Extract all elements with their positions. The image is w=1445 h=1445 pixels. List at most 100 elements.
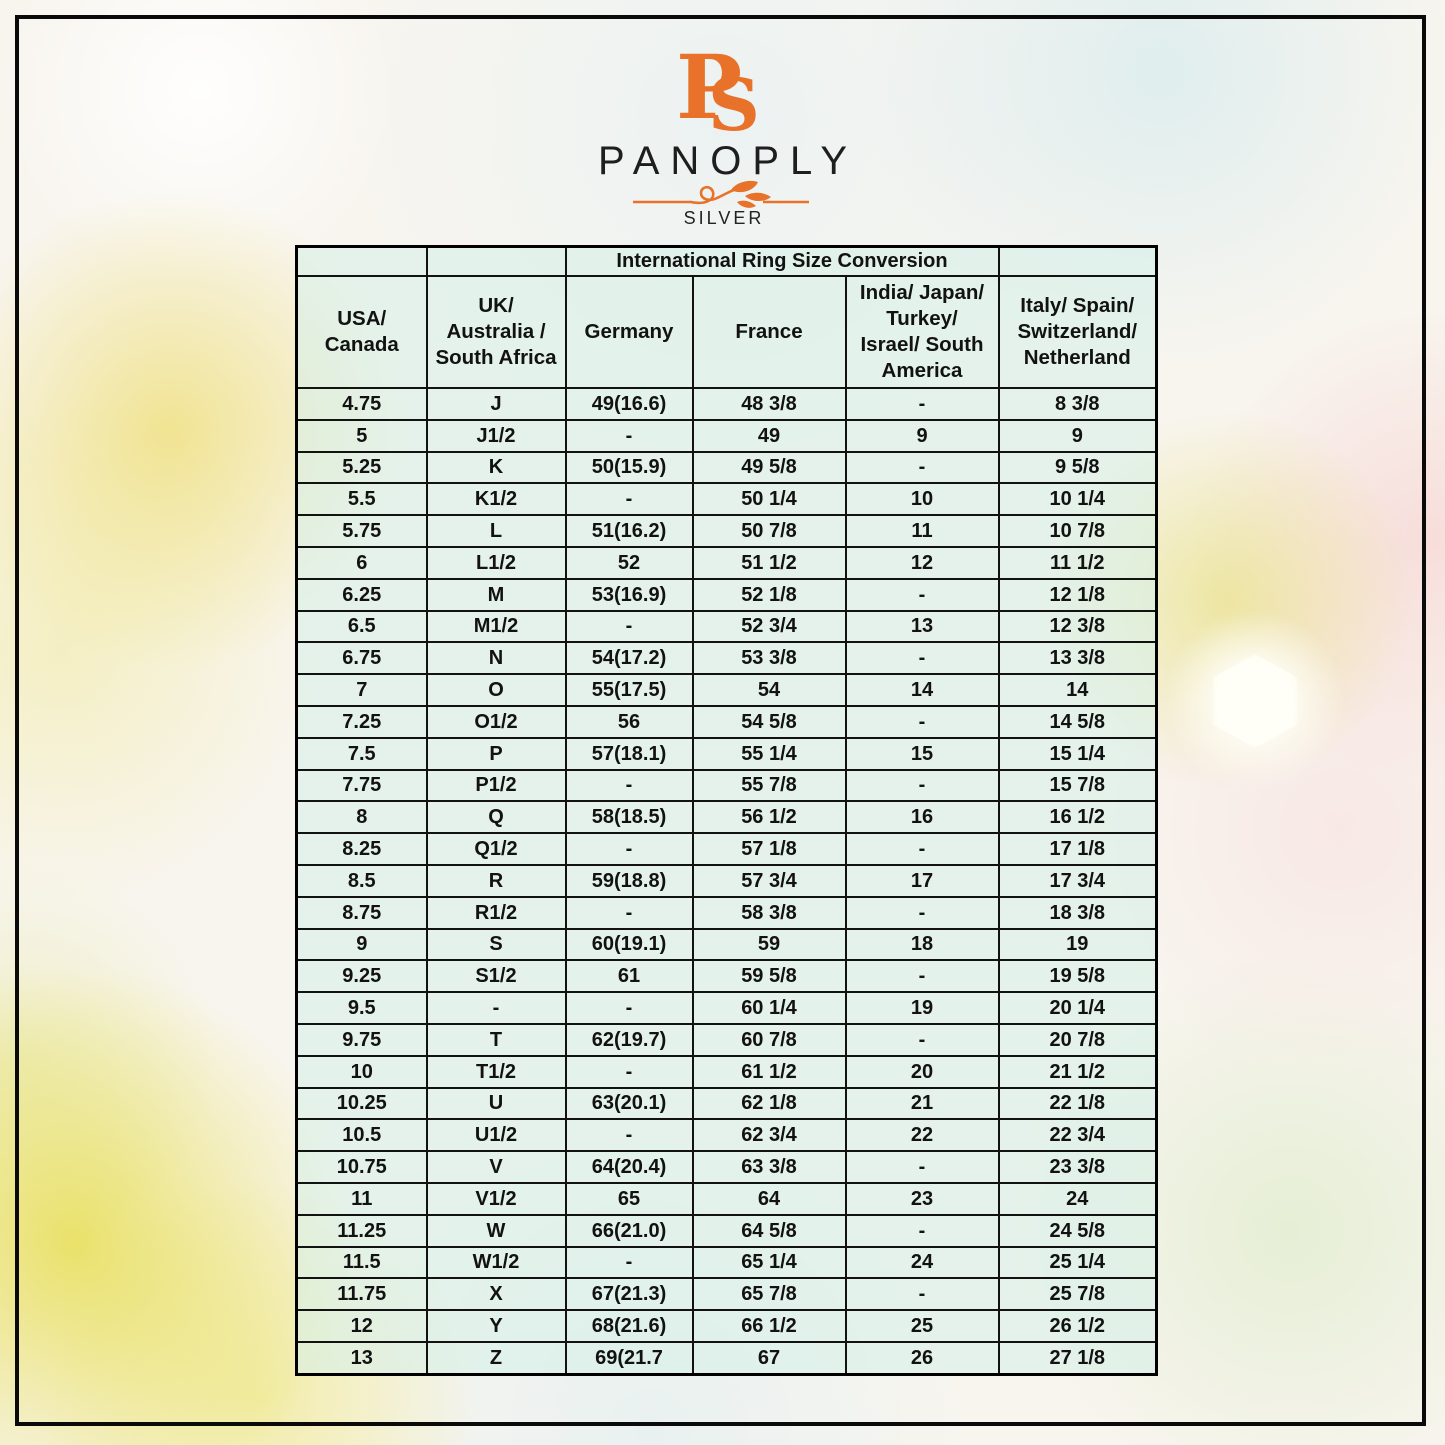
size-cell: 55 7/8 (691, 768, 847, 803)
column-header-uk-australia-south-africa: UK/ Australia / South Africa (425, 275, 567, 389)
size-cell: 20 (844, 1054, 1000, 1089)
size-cell: 18 (844, 927, 1000, 962)
size-cell: 9 (295, 927, 428, 962)
table-row: 9.5- -60 1/4 19 20 1/4 (295, 991, 1158, 1025)
size-cell: N (425, 641, 567, 676)
size-cell: M1/2 (425, 609, 567, 644)
brand-subtitle: SILVER (0, 208, 1445, 229)
size-cell: - (844, 704, 1000, 739)
size-cell: 17 1/8 (997, 832, 1158, 866)
size-cell: 54 5/8 (691, 704, 847, 739)
size-cell: U1/2 (425, 1118, 567, 1153)
size-cell: - (844, 387, 1000, 421)
size-cell: 64 (691, 1181, 847, 1216)
column-header-germany: Germany (564, 275, 694, 389)
size-cell: 8.5 (295, 863, 428, 898)
size-cell: - (564, 609, 694, 644)
size-cell: 16 (844, 800, 1000, 835)
size-cell: W (425, 1213, 567, 1248)
table-row: 6 L1/2 52 51 1/2 12 11 1/2 (295, 545, 1158, 580)
size-cell: 64(20.4) (564, 1150, 694, 1184)
size-cell: 52 3/4 (691, 609, 847, 644)
table-row: 11.25 W 66(21.0) 64 5/8-24 5/8 (295, 1213, 1158, 1248)
size-cell: 24 5/8 (997, 1213, 1158, 1248)
size-cell: 7.5 (295, 736, 428, 771)
size-cell: 60 7/8 (691, 1022, 847, 1057)
table-row: 8.25 Q1/2-57 1/8-17 1/8 (295, 832, 1158, 866)
empty-cell (425, 245, 567, 277)
size-cell: 55 1/4 (691, 736, 847, 771)
size-cell: 8 (295, 800, 428, 835)
table-row: 9.75 T 62(19.7) 60 7/8-20 7/8 (295, 1022, 1158, 1057)
size-cell: 66 1/2 (691, 1309, 847, 1343)
size-cell: J1/2 (425, 418, 567, 453)
size-cell: 12 3/8 (997, 609, 1158, 644)
size-cell: 15 1/4 (997, 736, 1158, 771)
table-row: 12 Y 68(21.6) 66 1/2 25 26 1/2 (295, 1309, 1158, 1343)
table-header-row: USA/ Canada UK/ Australia / South Africa… (295, 275, 1158, 389)
table-row: 6.75 N 54(17.2) 53 3/8-13 3/8 (295, 641, 1158, 676)
table-row: 6.25 M 53(16.9) 52 1/8-12 1/8 (295, 577, 1158, 612)
table-row: 5.75 L 51(16.2) 50 7/8 11 10 7/8 (295, 514, 1158, 548)
size-cell: 19 (997, 927, 1158, 962)
size-cell: 22 3/4 (997, 1118, 1158, 1153)
size-cell: 57 3/4 (691, 863, 847, 898)
size-cell: S (425, 927, 567, 962)
size-cell: - (844, 450, 1000, 485)
size-cell: 23 (844, 1181, 1000, 1216)
size-cell: 67 (691, 1340, 847, 1376)
size-cell: 56 1/2 (691, 800, 847, 835)
size-cell: 57(18.1) (564, 736, 694, 771)
size-cell: P (425, 736, 567, 771)
size-cell: - (844, 1213, 1000, 1248)
size-cell: J (425, 387, 567, 421)
bokeh-light-spot (1213, 654, 1297, 748)
size-cell: - (564, 991, 694, 1025)
brand-name-text: PANOPLY (597, 139, 859, 183)
size-cell: 62(19.7) (564, 1022, 694, 1057)
size-cell: 13 (844, 609, 1000, 644)
monogram-letter-s: S (708, 62, 760, 134)
size-cell: - (844, 895, 1000, 930)
size-cell: 54(17.2) (564, 641, 694, 676)
size-cell: 11.5 (295, 1245, 428, 1280)
size-cell: 7.75 (295, 768, 428, 803)
size-cell: 60 1/4 (691, 991, 847, 1025)
size-cell: 62 1/8 (691, 1086, 847, 1121)
table-row: 11 V1/2 65 64 23 24 (295, 1181, 1158, 1216)
table-row: 9 S 60(19.1) 59 18 19 (295, 927, 1158, 962)
ring-size-conversion-table: International Ring Size Conversion USA/ … (295, 245, 1159, 1376)
size-cell: 25 (844, 1309, 1000, 1343)
size-cell: 52 (564, 545, 694, 580)
size-cell: L (425, 514, 567, 548)
size-cell: - (564, 1245, 694, 1280)
size-cell: 57 1/8 (691, 832, 847, 866)
table-row: 10 T1/2-61 1/2 20 21 1/2 (295, 1054, 1158, 1089)
table-row: 7.25 O1/2 56 54 5/8-14 5/8 (295, 704, 1158, 739)
size-cell: 12 (295, 1309, 428, 1343)
size-cell: 10.5 (295, 1118, 428, 1153)
size-cell: 61 (564, 959, 694, 994)
size-cell: 49 (691, 418, 847, 453)
size-cell: - (844, 959, 1000, 994)
size-cell: 26 (844, 1340, 1000, 1376)
size-cell: 9 (997, 418, 1158, 453)
size-cell: 6.75 (295, 641, 428, 676)
size-cell: K (425, 450, 567, 485)
size-cell: 61 1/2 (691, 1054, 847, 1089)
size-cell: 56 (564, 704, 694, 739)
size-cell: - (564, 768, 694, 803)
size-cell: 59 (691, 927, 847, 962)
ring-size-table-body: 4.75 J 49(16.6) 48 3/8-8 3/8 5 J1/2-49 9 9 5.25 K… (295, 387, 1158, 1376)
size-cell: 14 (844, 673, 1000, 707)
size-cell: 24 (997, 1181, 1158, 1216)
size-cell: 50 1/4 (691, 482, 847, 517)
size-cell: 50(15.9) (564, 450, 694, 485)
size-cell: - (844, 1150, 1000, 1184)
column-header-france: France (691, 275, 847, 389)
size-cell: 50 7/8 (691, 514, 847, 548)
size-cell: - (564, 832, 694, 866)
size-cell: 6.5 (295, 609, 428, 644)
size-cell: 7.25 (295, 704, 428, 739)
